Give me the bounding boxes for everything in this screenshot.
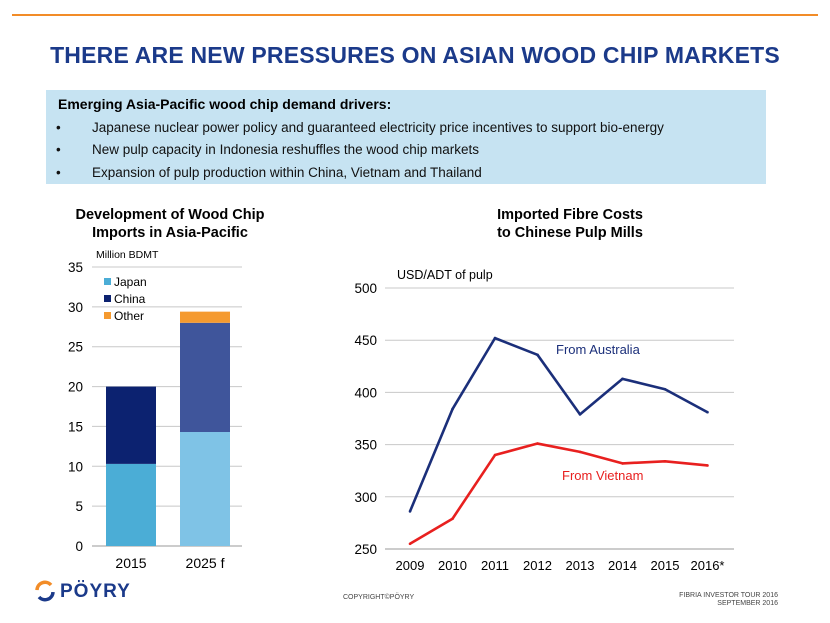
x-tick-label: 2014 [608,558,637,573]
top-accent-rule [12,14,818,16]
driver-item-text: Japanese nuclear power policy and guaran… [92,120,664,135]
series-annotation-australia: From Australia [556,342,641,357]
legend-label: Japan [114,275,147,289]
line-point [663,460,667,463]
left-chart-title-line: Development of Wood Chip [75,207,265,223]
bar-segment-china [106,386,156,464]
footer-copyright: COPYRIGHT©PÖYRY [343,594,415,601]
legend-swatch [104,312,111,319]
right-chart-title-line: to Chinese Pulp Mills [497,225,643,241]
line-point [493,336,497,340]
y-tick-label: 0 [75,539,83,554]
line-point [578,450,582,454]
line-point [706,464,709,467]
x-tick-label: 2011 [481,558,509,573]
series-annotation-vietnam: From Vietnam [562,468,643,483]
line-point [663,387,667,391]
line-point [451,517,454,521]
footer-event: FIBRIA INVESTOR TOUR 2016 SEPTEMBER 2016 [679,592,778,608]
x-tick-label: 2009 [396,558,425,573]
bar-segment-japan [180,432,230,546]
y-tick-label: 350 [354,438,377,453]
y-tick-label: 30 [68,300,83,315]
left-chart-title: Development of Wood Chip Imports in Asia… [40,206,300,242]
y-tick-label: 20 [68,380,83,395]
drivers-heading: Emerging Asia-Pacific wood chip demand d… [58,96,392,112]
y-axis-label: USD/ADT of pulp [397,268,493,282]
line-series-from-australia [408,336,709,512]
y-tick-label: 250 [354,542,377,557]
legend-swatch [104,278,111,285]
line-point [536,442,539,445]
page-title: THERE ARE NEW PRESSURES ON ASIAN WOOD CH… [50,42,780,68]
y-tick-label: 450 [354,333,377,348]
footer-event-line: SEPTEMBER 2016 [717,600,778,607]
right-chart-title: Imported Fibre Costs to Chinese Pulp Mil… [430,206,710,242]
y-tick-label: 400 [354,385,377,400]
y-axis-label: Million BDMT [96,249,159,261]
legend-swatch [104,295,111,302]
line-point [621,377,624,381]
line-point [536,353,539,357]
driver-item: • Expansion of pulp production within Chi… [56,165,482,180]
x-tick-label: 2015 [115,555,146,571]
legend-label: Other [114,309,144,323]
drivers-box: Emerging Asia-Pacific wood chip demand d… [46,90,766,184]
footer-event-line: FIBRIA INVESTOR TOUR 2016 [679,592,778,599]
driver-item-text: New pulp capacity in Indonesia reshuffle… [92,142,479,157]
legend-label: China [114,292,146,306]
driver-item-text: Expansion of pulp production within Chin… [92,165,482,180]
line-point [706,410,709,414]
line-point [408,542,412,546]
y-tick-label: 25 [68,340,83,355]
line-point [408,510,412,513]
line-series-from-vietnam [409,442,708,545]
y-tick-label: 5 [75,499,83,514]
driver-item: • New pulp capacity in Indonesia reshuffl… [56,142,479,157]
bar-segment-china [180,322,230,433]
line-point [621,462,624,465]
y-tick-label: 500 [354,281,377,296]
x-tick-label: 2016* [691,558,725,573]
x-tick-label: 2025 f [186,555,225,571]
x-tick-label: 2013 [566,558,595,573]
poyry-logo-icon [35,580,55,602]
bar-segment-japan [106,463,156,546]
line-point [578,413,582,416]
line-point [493,453,497,457]
driver-item: • Japanese nuclear power policy and guara… [56,120,664,135]
right-chart-title-line: Imported Fibre Costs [497,207,643,223]
footer-brand: PÖYRY [60,581,131,602]
left-chart-title-line: Imports in Asia-Pacific [92,225,248,241]
x-tick-label: 2015 [651,558,680,573]
y-tick-label: 15 [68,419,83,434]
y-tick-label: 35 [68,260,83,275]
y-tick-label: 300 [354,490,377,505]
y-tick-label: 10 [68,459,83,474]
x-tick-label: 2012 [523,558,552,573]
bar-segment-other [180,311,230,323]
x-tick-label: 2010 [438,558,467,573]
line-point [451,407,454,411]
